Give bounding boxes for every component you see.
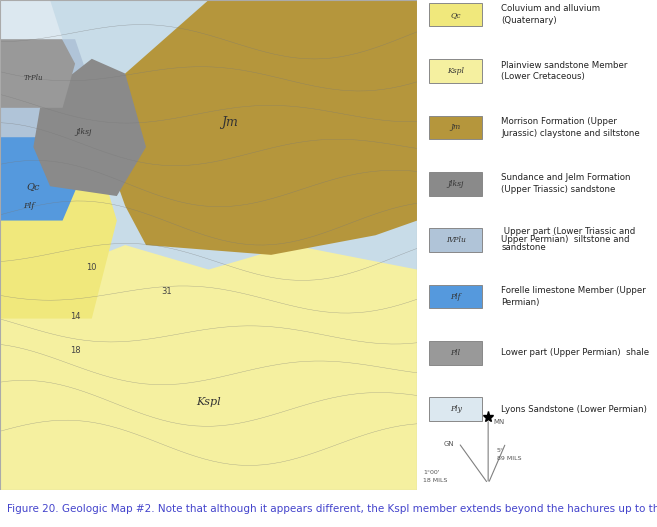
Text: Qc: Qc (450, 11, 461, 18)
Text: Kspl: Kspl (447, 67, 464, 75)
Text: Qc: Qc (27, 182, 40, 191)
Polygon shape (0, 108, 83, 220)
Text: Plf: Plf (24, 202, 35, 210)
Text: 89 MILS: 89 MILS (497, 456, 522, 461)
Text: Lyons Sandstone (Lower Permian): Lyons Sandstone (Lower Permian) (501, 405, 647, 414)
Text: ⅣPlu: ⅣPlu (445, 236, 466, 244)
Text: 18: 18 (70, 346, 80, 355)
Text: 18 MILS: 18 MILS (423, 478, 447, 483)
Text: 5°: 5° (497, 448, 504, 453)
Polygon shape (0, 39, 92, 137)
Text: Kspl: Kspl (196, 397, 221, 407)
Text: (Lower Cretaceous): (Lower Cretaceous) (501, 72, 585, 82)
Text: (Upper Triassic) sandstone: (Upper Triassic) sandstone (501, 185, 616, 194)
FancyBboxPatch shape (429, 285, 482, 308)
Text: Permian): Permian) (501, 298, 539, 307)
Text: GN: GN (443, 441, 455, 447)
FancyBboxPatch shape (429, 115, 482, 139)
FancyBboxPatch shape (429, 60, 482, 83)
Text: Upper Permian)  siltstone and: Upper Permian) siltstone and (501, 235, 629, 243)
Text: Sundance and Jelm Formation: Sundance and Jelm Formation (501, 173, 631, 182)
FancyBboxPatch shape (429, 228, 482, 252)
Text: Figure 20. Geologic Map #2. Note that although it appears different, the Kspl me: Figure 20. Geologic Map #2. Note that al… (7, 504, 657, 514)
Text: Morrison Formation (Upper: Morrison Formation (Upper (501, 117, 617, 126)
Text: Plf: Plf (450, 292, 461, 300)
Text: MN: MN (493, 419, 504, 425)
Text: Jm: Jm (451, 123, 461, 131)
Text: Upper part (Lower Triassic and: Upper part (Lower Triassic and (501, 227, 635, 236)
Text: (Quaternary): (Quaternary) (501, 16, 556, 25)
Polygon shape (34, 59, 146, 196)
Text: 31: 31 (162, 287, 172, 296)
Text: Jm: Jm (221, 116, 238, 129)
Polygon shape (0, 25, 75, 108)
Text: Jlksj: Jlksj (447, 180, 464, 188)
Polygon shape (0, 245, 417, 490)
FancyBboxPatch shape (429, 172, 482, 196)
FancyBboxPatch shape (429, 3, 482, 26)
Text: 14: 14 (70, 311, 80, 320)
Polygon shape (104, 0, 417, 255)
FancyBboxPatch shape (429, 397, 482, 421)
Text: Forelle limestone Member (Upper: Forelle limestone Member (Upper (501, 286, 646, 295)
Text: sandstone: sandstone (501, 243, 546, 252)
Text: Coluvium and alluvium: Coluvium and alluvium (501, 4, 600, 13)
Text: Ply: Ply (449, 405, 461, 413)
Text: Pll: Pll (451, 349, 461, 357)
Polygon shape (0, 137, 117, 318)
Text: Plainview sandstone Member: Plainview sandstone Member (501, 61, 627, 70)
Text: Lower part (Upper Permian)  shale: Lower part (Upper Permian) shale (501, 348, 649, 357)
Text: Jlksj: Jlksj (76, 129, 91, 136)
FancyBboxPatch shape (429, 341, 482, 365)
Text: 1°00': 1°00' (423, 470, 440, 475)
Text: TrPlu: TrPlu (24, 74, 43, 82)
Text: 10: 10 (87, 262, 97, 271)
Polygon shape (0, 0, 62, 39)
Text: Jurassic) claystone and siltstone: Jurassic) claystone and siltstone (501, 129, 640, 138)
